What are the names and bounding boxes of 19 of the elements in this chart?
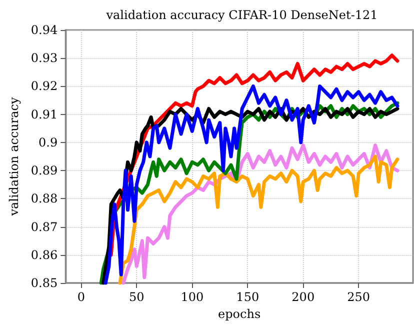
x-tick-label: 150 — [236, 290, 260, 304]
x-tick-label: 50 — [129, 290, 144, 304]
y-tick-label: 0.94 — [30, 23, 58, 37]
y-tick-label: 0.85 — [30, 276, 58, 290]
y-tick-label: 0.91 — [30, 107, 58, 122]
y-tick-label: 0.93 — [30, 51, 58, 66]
y-tick-label: 0.92 — [30, 79, 58, 94]
x-tick-label: 250 — [347, 290, 370, 304]
y-tick-label: 0.9 — [38, 135, 58, 150]
y-tick-label: 0.86 — [30, 248, 58, 262]
y-tick-label: 0.88 — [30, 192, 58, 206]
y-tick-label: 0.87 — [30, 220, 58, 234]
x-axis-title: epochs — [218, 306, 261, 321]
y-axis-title: validation accuracy — [7, 96, 21, 217]
x-tick-label: 100 — [180, 290, 204, 304]
x-tick-label: 200 — [292, 290, 315, 304]
y-tick-label: 0.89 — [30, 164, 58, 178]
chart-title: validation accuracy CIFAR-10 DenseNet-121 — [105, 8, 378, 22]
x-tick-label: 0 — [77, 290, 85, 304]
